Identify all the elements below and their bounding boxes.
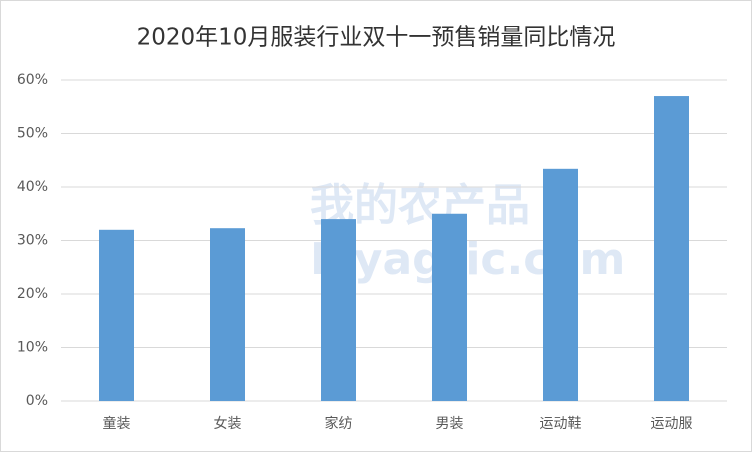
bar — [654, 96, 689, 402]
x-tick-label: 家纺 — [325, 415, 353, 432]
y-tick-label: 10% — [17, 340, 48, 356]
bar — [543, 168, 578, 401]
x-tick-label: 女装 — [214, 415, 242, 432]
y-tick-label: 40% — [17, 179, 48, 195]
y-tick-label: 50% — [17, 126, 48, 142]
y-tick-label: 60% — [17, 72, 48, 88]
bar — [210, 228, 245, 401]
bar — [432, 213, 467, 401]
y-tick-label: 0% — [26, 393, 48, 409]
x-tick-label: 童装 — [103, 415, 131, 432]
x-tick-label: 运动鞋 — [540, 416, 582, 432]
y-tick-label: 20% — [17, 286, 48, 302]
y-tick-label: 30% — [17, 233, 48, 249]
watermark: Myagric.com — [310, 234, 625, 285]
x-tick-label: 男装 — [436, 416, 464, 432]
bar — [99, 229, 134, 401]
x-tick-label: 运动服 — [651, 416, 693, 432]
chart-title: 2020年10月服装行业双十一预售销量同比情况 — [137, 25, 616, 51]
bar — [321, 219, 356, 401]
